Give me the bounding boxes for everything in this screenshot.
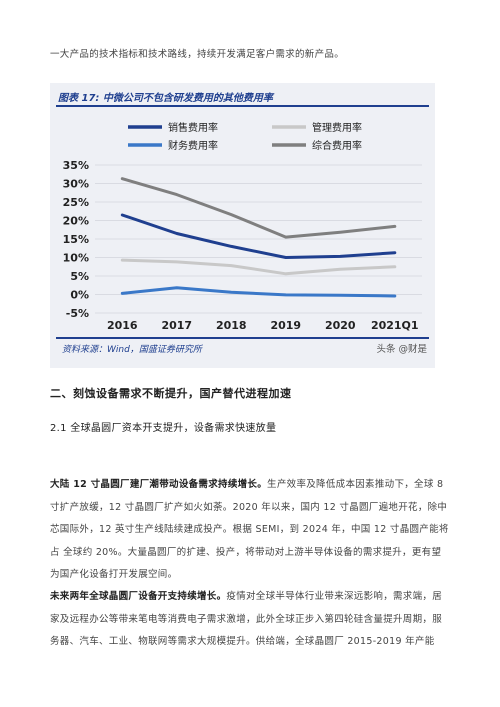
legend-label-3: 综合费用率 [312, 139, 362, 152]
section-heading: 二、刻蚀设备需求不断提升，国产替代进程加速 [50, 387, 292, 400]
paragraph-1: 大陆 12 寸晶圆厂建厂潮带动设备需求持续增长。生产效率及降低成本因素推动下，全… [50, 474, 450, 587]
y-tick-label-5: 10% [63, 252, 89, 265]
figure-bottom-rule [56, 337, 429, 339]
y-tick-label-4: 15% [63, 233, 89, 246]
watermark: 头条 @财是 [376, 344, 427, 355]
legend-label-1: 管理费用率 [312, 121, 362, 134]
x-tick-label-4: 2020 [325, 319, 356, 332]
x-tick-label-2: 2018 [216, 319, 247, 332]
x-tick-label-5: 2021Q1 [371, 319, 419, 332]
series-line-1 [120, 258, 397, 276]
series-line-2 [120, 286, 397, 298]
paragraph-2-body: 疫情对全球半导体行业带来深远影响，需求端，居家及远程办公等带来笔电等消费电子需求… [50, 591, 443, 647]
x-tick-label-1: 2017 [161, 319, 192, 332]
series-line-0 [120, 213, 397, 259]
legend-label-0: 销售费用率 [168, 121, 218, 134]
paragraph-2: 未来两年全球晶圆厂设备开支持续增长。疫情对全球半导体行业带来深远影响，需求端，居… [50, 586, 450, 654]
intro-text: 一大产品的技术指标和技术路线，持续开发满足客户需求的新产品。 [50, 49, 345, 60]
y-tick-label-6: 5% [70, 270, 89, 283]
figure-source: 资料来源：Wind，国盛证券研究所 [62, 345, 202, 355]
paragraph-1-lead: 大陆 12 寸晶圆厂建厂潮带动设备需求持续增长。 [50, 479, 268, 490]
figure-box: 图表 17: 中微公司不包含研发费用的其他费用率 销售费用率 管理费用率财务费用率… [50, 83, 435, 368]
x-tick-label-0: 2016 [107, 319, 138, 332]
series-line-3 [120, 177, 397, 239]
figure-title: 图表 17: 中微公司不包含研发费用的其他费用率 [58, 93, 273, 104]
paragraph-1-body: 生产效率及降低成本因素推动下，全球 8 寸扩产放缓，12 寸晶圆厂扩产如火如荼。… [50, 479, 449, 580]
figure-top-rule [56, 105, 429, 107]
subsection-heading: 2.1 全球晶圆厂资本开支提升，设备需求快速放量 [50, 423, 277, 434]
x-tick-label-3: 2019 [270, 319, 301, 332]
y-tick-label-8: -5% [66, 307, 89, 320]
y-tick-label-3: 20% [63, 215, 89, 228]
y-tick-label-0: 35% [63, 159, 89, 172]
paragraph-2-lead: 未来两年全球晶圆厂设备开支持续增长。 [50, 591, 227, 602]
legend-label-2: 财务费用率 [168, 139, 218, 152]
y-tick-label-7: 0% [70, 289, 89, 302]
y-tick-label-1: 30% [63, 178, 89, 191]
y-tick-label-2: 25% [63, 196, 89, 209]
